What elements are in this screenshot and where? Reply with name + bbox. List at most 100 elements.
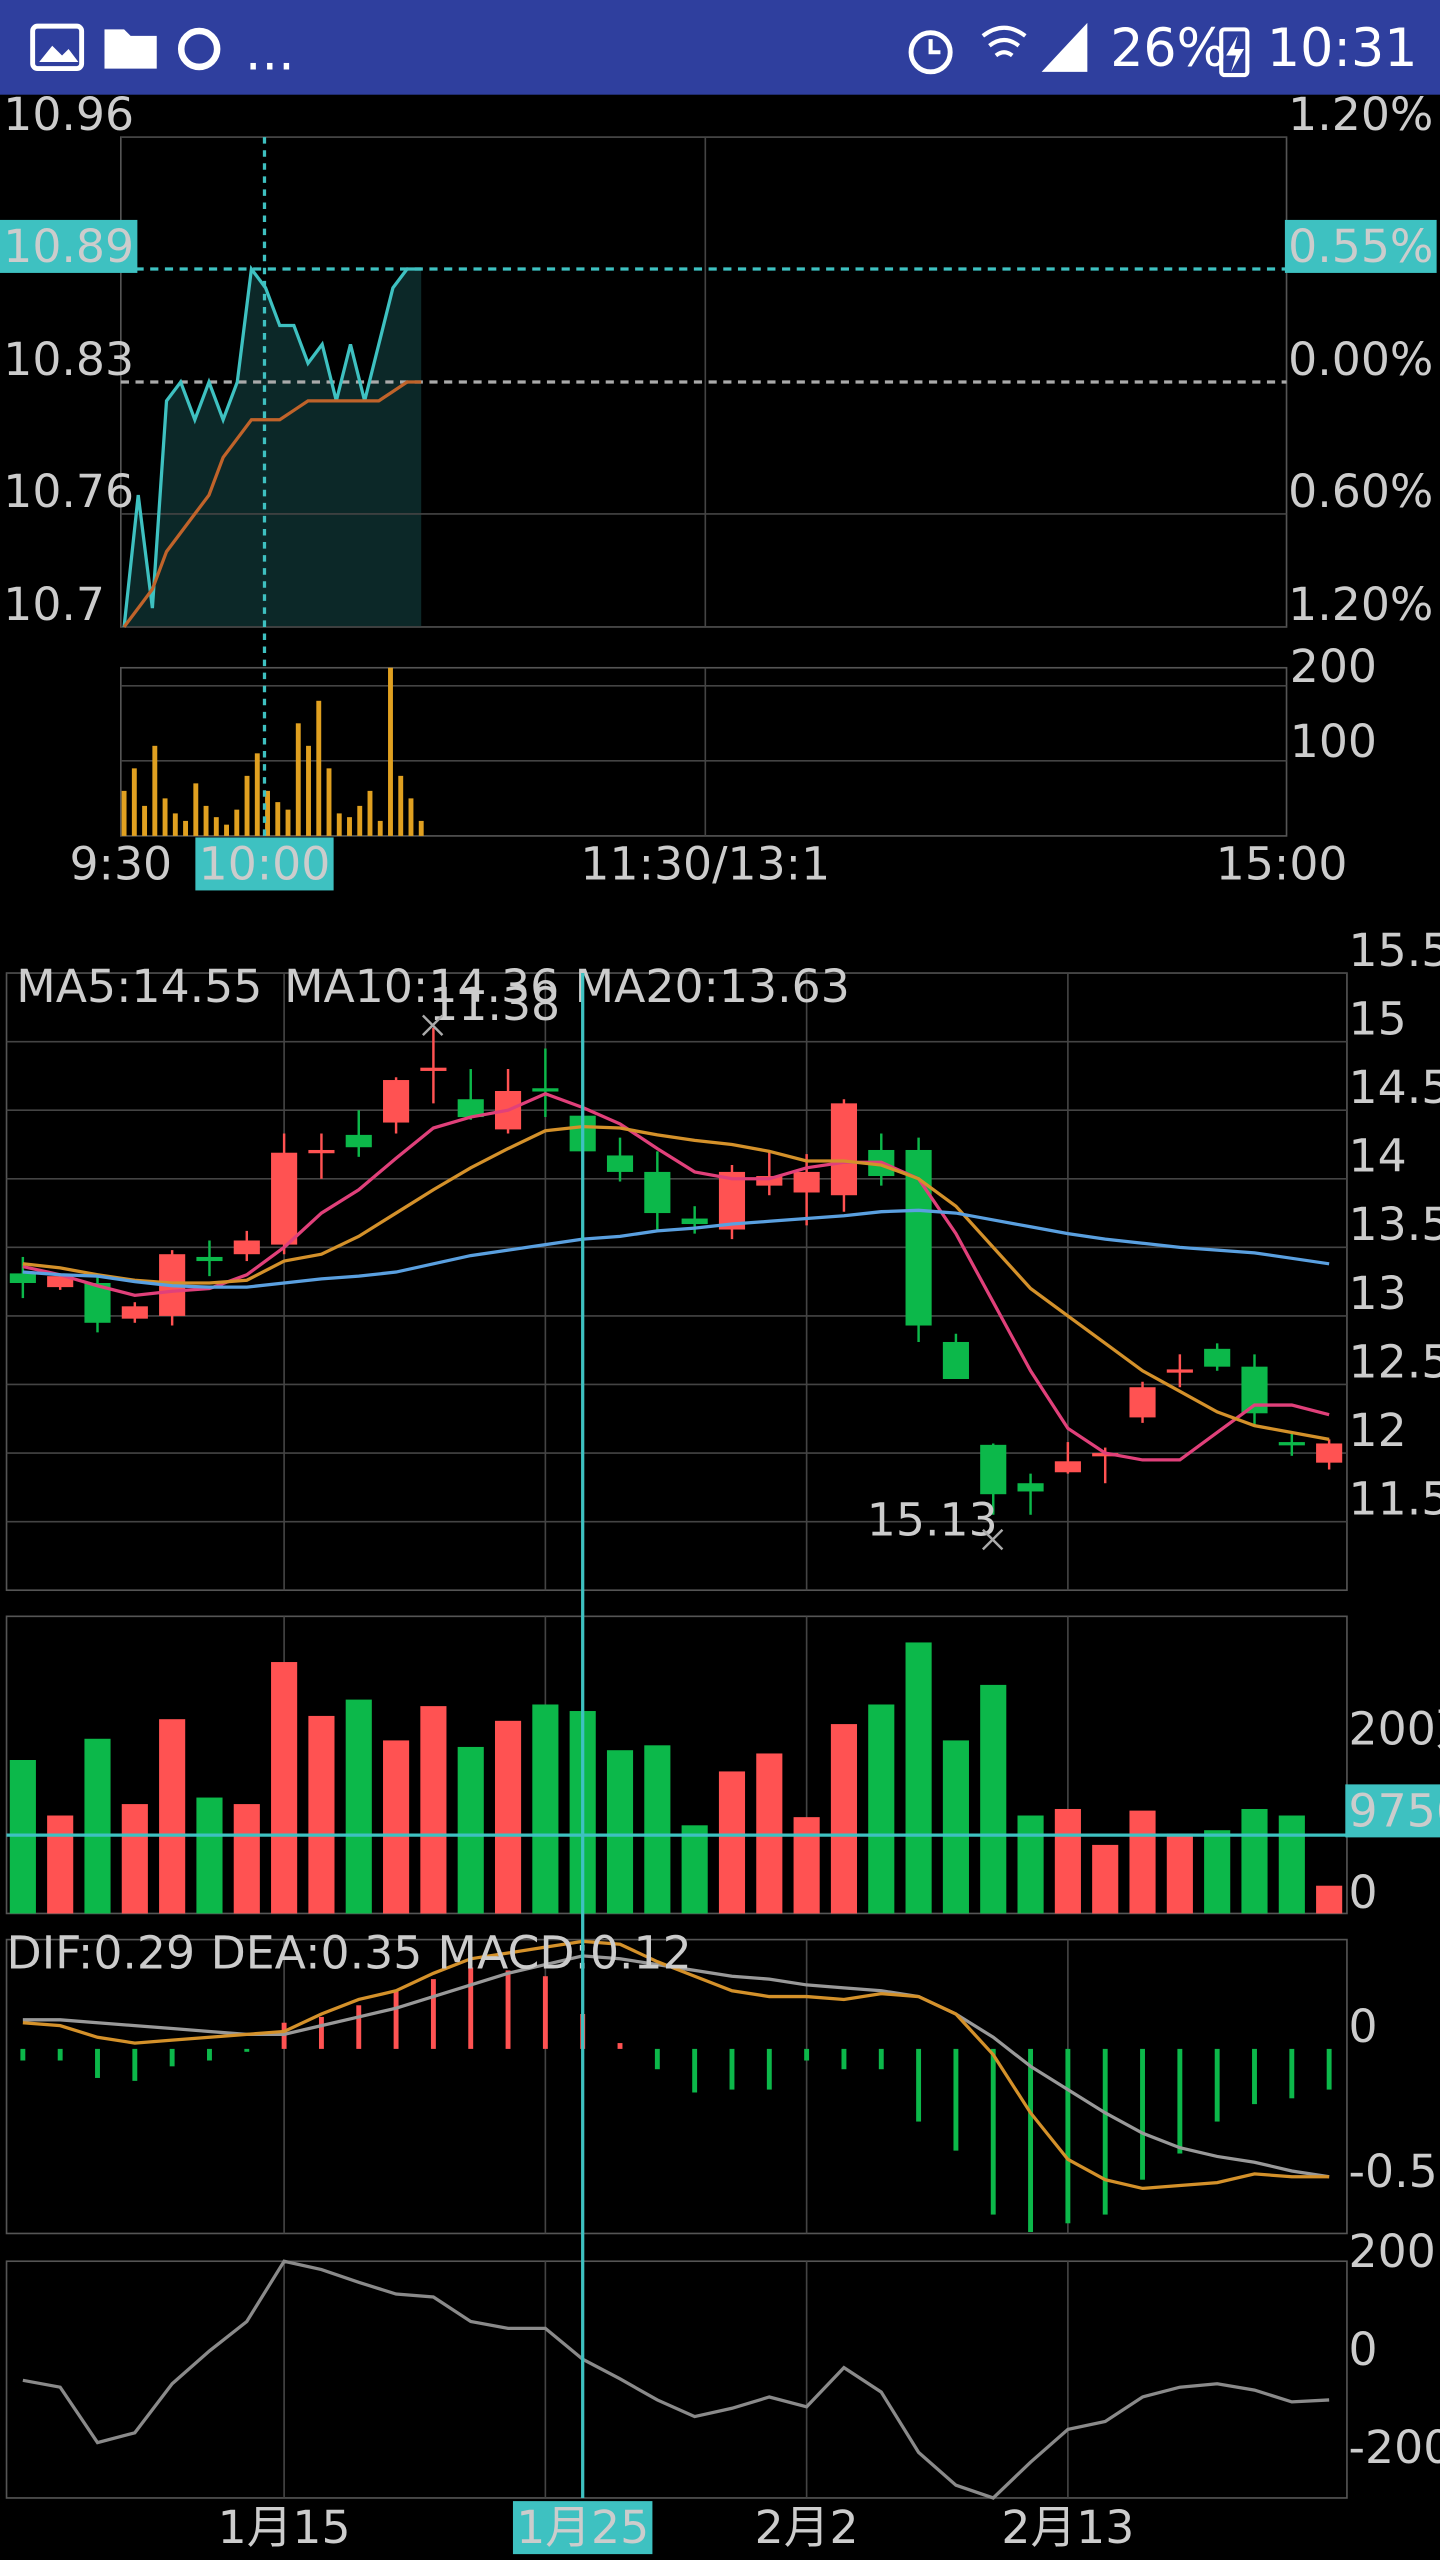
intraday-average-line [122,380,422,628]
x-tick-label: 1月25 [516,2501,649,2554]
candle-body [457,1099,484,1118]
candle-body [1204,1348,1231,1367]
candle-body [1166,1369,1193,1373]
y-tick-label: 200 [1349,2225,1436,2278]
volume-bar [1204,1830,1231,1914]
alarm-icon [908,30,953,75]
volume-bar [295,723,301,836]
macd-bar [654,2048,660,2070]
status-icons [30,22,1250,78]
volume-bar [271,1662,298,1914]
candle-body [196,1256,223,1262]
volume-bar [718,1771,746,1914]
volume-bar [367,790,373,836]
legend-entry: MA10:14.36 [284,960,559,1013]
x-tick-label: 2月2 [755,2501,859,2554]
macd-bar [953,2048,959,2151]
candle-body [47,1276,74,1288]
volume-bar [131,768,137,836]
volume-bar [793,1817,820,1914]
candle-body [718,1171,746,1230]
volume-bar [1278,1815,1305,1914]
volume-bar [162,798,168,836]
ma-line [22,1091,1330,1462]
volume-bar [1129,1810,1156,1914]
macd-bar [20,2048,26,2061]
volume-bar [345,1699,372,1914]
legend-entry: MA5:14.55 [16,960,262,1013]
volume-bar [159,1719,186,1914]
volume-bar [457,1746,484,1914]
macd-bar [468,1967,474,2049]
volume-bar [306,745,311,836]
y-tick-label: 100 [1290,715,1377,768]
volume-bar [1241,1808,1268,1914]
y-tick-label: -0.5 [1349,2145,1438,2198]
legend-entry: DEA:0.35 [211,1926,423,1979]
candle-body [793,1171,820,1193]
volume-bar [347,817,352,836]
volume-bar [494,1720,522,1914]
y-tick-label-right: 1.20% [1288,88,1433,141]
volume-bar [388,667,393,836]
volume-bar [606,1750,634,1914]
macd-bar [169,2048,175,2067]
volume-bar [420,1706,447,1914]
macd-bar [729,2048,735,2090]
macd-bar [1177,2048,1183,2154]
y-tick-label: 200万 [1349,1703,1440,1756]
y-tick-label: 0 [1349,1866,1378,1919]
macd-bar [505,1970,511,2049]
image-icon [30,23,85,72]
candle-body [606,1155,634,1172]
volume-bar [905,1642,932,1914]
volume-bar [254,753,260,836]
macd-bar [692,2048,698,2093]
candle-body [1278,1442,1305,1446]
candle-body [980,1444,1007,1495]
crosshair-label: 9756 [1349,1784,1440,1837]
y-tick-label: 200 [1290,640,1377,693]
intraday-price-area [124,269,422,627]
volume-bar [265,790,270,836]
volume-bar [1054,1808,1081,1914]
volume-bar [121,790,127,836]
intraday-volume-frame [119,666,1288,837]
legend-entry: MA20:13.63 [575,960,850,1013]
volume-bar [1017,1815,1044,1914]
battery-bolt [1226,35,1245,72]
volume-bar [316,700,322,836]
macd-bar [1214,2048,1220,2122]
candle-body [9,1273,36,1284]
volume-bar [868,1704,895,1914]
y-tick-label: 13 [1349,1267,1407,1320]
y-tick-label-right: 0.60% [1288,465,1433,518]
x-tick-label: 10:00 [199,837,331,890]
min-marker [981,1528,1004,1551]
macd-bar [804,2048,810,2061]
y-tick-label: 14.5 [1349,1061,1440,1114]
macd-bar [916,2048,922,2122]
candle-body [756,1176,783,1186]
macd-bar [1252,2048,1257,2105]
macd-bar [57,2048,63,2061]
candle-body [271,1152,298,1245]
highlight-bg [1284,219,1437,273]
y-tick-label: 12 [1349,1404,1407,1457]
volume-bar [47,1815,74,1914]
candle-body [644,1171,671,1214]
volume-bar [142,805,148,836]
volume-bar [203,805,209,836]
status-more: ... [245,23,295,83]
volume-bar [398,775,404,836]
volume-bar [152,745,158,836]
macd-line [22,1939,1330,2191]
volume-bar [172,813,178,836]
volume-bar [213,817,219,836]
macd-bar [1289,2048,1295,2099]
volume-bar [326,768,332,836]
x-tick-label: 1月15 [218,2501,351,2554]
volume-bar [84,1738,111,1914]
